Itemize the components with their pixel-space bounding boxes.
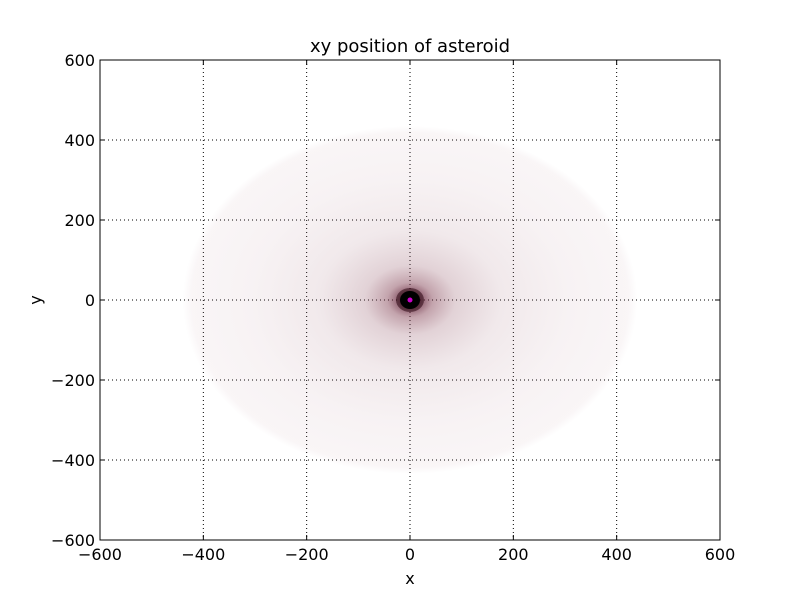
y-axis-label: y: [26, 295, 45, 304]
y-tick-label: 400: [64, 131, 95, 150]
y-tick-label: 200: [64, 211, 95, 230]
y-tick-label: 600: [64, 51, 95, 70]
y-tick-label: −400: [51, 451, 95, 470]
x-tick-label: 400: [601, 545, 632, 564]
x-tick-labels: −600 −400 −200 0 200 400 600: [78, 545, 735, 564]
y-tick-label: −200: [51, 371, 95, 390]
data-layer: [182, 126, 638, 474]
y-tick-label: −600: [51, 531, 95, 550]
x-axis-label: x: [405, 569, 414, 588]
ticks: [99, 59, 721, 541]
central-body-marker: [407, 297, 413, 303]
y-tick-label: 0: [85, 291, 95, 310]
x-tick-label: −400: [181, 545, 225, 564]
x-tick-label: 0: [405, 545, 415, 564]
x-tick-label: −600: [78, 545, 122, 564]
x-tick-label: 600: [705, 545, 736, 564]
plot-area: [99, 59, 721, 541]
x-tick-label: 200: [498, 545, 529, 564]
x-tick-label: −200: [285, 545, 329, 564]
chart-title: xy position of asteroid: [310, 36, 510, 57]
y-tick-labels: −600 −400 −200 0 200 400 600: [51, 51, 95, 550]
